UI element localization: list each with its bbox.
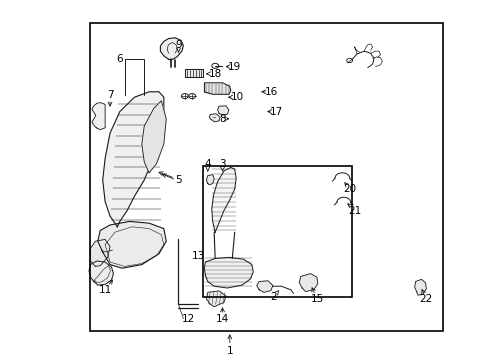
Text: 15: 15 [310,294,324,304]
Polygon shape [206,175,214,185]
Text: 16: 16 [264,87,278,97]
Text: 7: 7 [106,90,113,100]
Text: 14: 14 [215,314,229,324]
Polygon shape [142,101,166,173]
Text: 4: 4 [204,159,211,169]
Polygon shape [160,38,183,60]
Polygon shape [98,221,166,268]
Text: 18: 18 [208,69,222,79]
Text: 21: 21 [347,206,361,216]
Text: 2: 2 [270,292,277,302]
Polygon shape [414,279,426,295]
Text: 12: 12 [181,314,195,324]
Polygon shape [102,92,163,227]
Text: 9: 9 [175,40,182,50]
Polygon shape [184,69,203,77]
Polygon shape [92,103,105,130]
Text: 1: 1 [226,346,233,356]
Polygon shape [89,261,113,285]
Polygon shape [211,167,236,232]
Text: 11: 11 [98,285,112,295]
Bar [90,23,442,331]
Polygon shape [209,114,220,122]
Polygon shape [256,281,272,292]
Text: 20: 20 [343,184,355,194]
Text: 3: 3 [219,159,225,169]
Polygon shape [217,106,228,115]
Polygon shape [204,83,230,94]
Text: 17: 17 [269,107,283,117]
Text: 5: 5 [175,175,182,185]
Text: 6: 6 [116,54,123,64]
Polygon shape [204,257,253,288]
Polygon shape [299,274,317,292]
Polygon shape [206,291,225,307]
Text: 22: 22 [418,294,431,304]
Text: 19: 19 [227,62,241,72]
Polygon shape [90,239,110,266]
Text: 13: 13 [191,251,204,261]
Text: 8: 8 [219,114,225,124]
Bar [203,166,351,297]
Text: 10: 10 [230,92,243,102]
